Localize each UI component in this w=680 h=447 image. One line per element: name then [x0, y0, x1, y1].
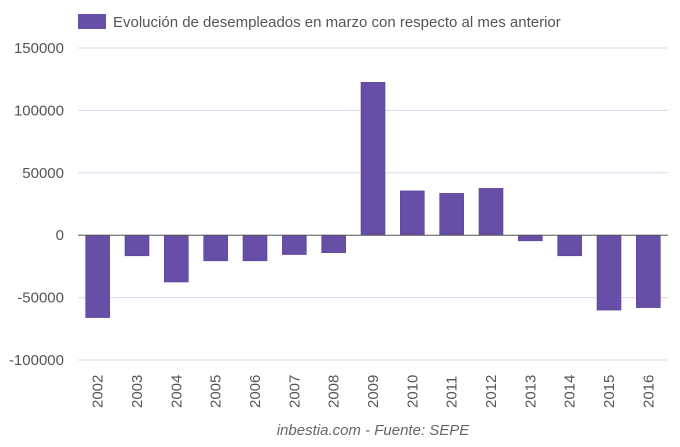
- x-tick-label: 2003: [129, 375, 146, 408]
- y-axis-ticks: 150000 100000 50000 0 -50000 -100000: [9, 40, 64, 369]
- x-tick-label: 2009: [365, 375, 382, 408]
- bar-2016[interactable]: [636, 234, 661, 308]
- x-tick-label: 2011: [444, 376, 461, 408]
- x-axis-ticks: 2002 2003 2004 2005 2006 2007 2008 2009 2010 2011…: [90, 375, 658, 408]
- bar-2002[interactable]: [85, 234, 110, 318]
- x-tick-label: 2002: [90, 375, 107, 408]
- x-tick-label: 2012: [483, 375, 500, 408]
- bar-2010[interactable]: [400, 190, 425, 236]
- bar-2013[interactable]: [518, 234, 543, 242]
- bar-2011[interactable]: [439, 193, 464, 236]
- source-caption: inbestia.com - Fuente: SEPE: [277, 422, 471, 439]
- bar-2006[interactable]: [242, 234, 268, 262]
- y-tick-label: -100000: [9, 352, 64, 369]
- x-tick-label: 2004: [168, 375, 185, 408]
- bar-2015[interactable]: [596, 234, 622, 311]
- bar-2012[interactable]: [478, 188, 504, 236]
- x-tick-label: 2006: [247, 375, 264, 408]
- legend-swatch: [78, 14, 106, 29]
- x-tick-label: 2013: [522, 375, 539, 408]
- x-tick-label: 2005: [208, 375, 225, 408]
- y-tick-label: -50000: [17, 290, 64, 307]
- x-tick-label: 2014: [562, 375, 579, 408]
- x-tick-label: 2008: [326, 375, 343, 408]
- bar-2004[interactable]: [164, 234, 189, 283]
- bar-2007[interactable]: [282, 234, 307, 255]
- bar-2014[interactable]: [557, 234, 582, 257]
- bar-2009[interactable]: [360, 82, 386, 236]
- y-tick-label: 0: [56, 227, 64, 244]
- legend-label: Evolución de desempleados en marzo con r…: [113, 14, 561, 31]
- x-tick-label: 2015: [601, 375, 618, 408]
- x-tick-label: 2007: [286, 375, 303, 408]
- y-tick-label: 100000: [14, 102, 64, 119]
- x-tick-label: 2010: [404, 375, 421, 408]
- bar-2005[interactable]: [203, 234, 228, 262]
- y-tick-label: 150000: [14, 40, 64, 57]
- bar-2008[interactable]: [321, 234, 346, 253]
- y-tick-label: 50000: [22, 165, 64, 182]
- x-tick-label: 2016: [640, 375, 657, 408]
- bar-2003[interactable]: [124, 234, 150, 257]
- legend: Evolución de desempleados en marzo con r…: [78, 14, 561, 31]
- bars: [85, 82, 661, 318]
